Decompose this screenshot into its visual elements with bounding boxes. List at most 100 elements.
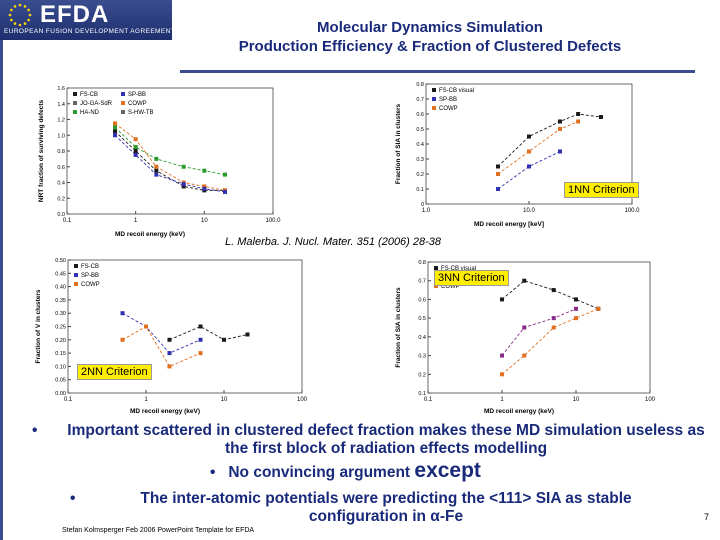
data-point <box>551 288 556 293</box>
chart-sia-1nn: 0 0.1 0.2 0.3 0.4 0.5 0.6 0.7 0.8 1.0 10.0 100.0 MD … <box>392 80 662 230</box>
data-point <box>527 164 531 169</box>
data-point <box>202 168 207 173</box>
logo-subtitle: EUROPEAN FUSION DEVELOPMENT AGREEMENT <box>4 28 176 35</box>
slide-title: Molecular Dynamics Simulation Production… <box>160 18 700 56</box>
criterion-2nn: 2NN Criterion <box>77 364 152 380</box>
y-tick-label: 0.6 <box>416 112 424 118</box>
data-point <box>500 353 504 358</box>
y-tick-label: 0.1 <box>418 391 426 397</box>
bullet-1: • Important scattered in clustered defec… <box>32 422 712 458</box>
data-point <box>522 278 527 283</box>
bullet-1-text: Important scattered in clustered defect … <box>67 422 705 457</box>
series-line <box>497 121 579 175</box>
data-point <box>574 316 578 321</box>
data-point <box>181 182 186 187</box>
legend-marker <box>121 110 125 114</box>
series-line <box>501 280 599 310</box>
y-tick-label: 0.5 <box>418 316 426 322</box>
chart-sia-3nn: 0.1 0.2 0.3 0.4 0.5 0.6 0.7 0.8 0.1 1 10 100 MD reco… <box>392 252 662 417</box>
data-point <box>527 149 531 154</box>
y-tick-label: 0.4 <box>57 181 65 187</box>
data-point <box>495 172 500 176</box>
data-point <box>576 119 581 124</box>
legend-marker <box>121 92 125 96</box>
x-axis-label: MD recoil energy (keV) <box>115 231 185 238</box>
bullet-marker: • <box>210 464 225 481</box>
footer-text: Stefan Kolmsperger Feb 2006 PowerPoint T… <box>62 527 255 534</box>
legend-marker <box>434 266 438 270</box>
data-point <box>198 351 203 356</box>
data-point <box>202 184 207 189</box>
chart-vacancy-2nn: 0.00 0.05 0.10 0.15 0.20 0.25 0.30 0.35 0.40 0.45… <box>32 252 312 417</box>
series-line <box>114 134 226 193</box>
data-point <box>154 156 159 161</box>
legend-marker <box>432 106 436 110</box>
x-tick-label: 0.1 <box>64 397 73 403</box>
data-point <box>120 311 125 316</box>
y-tick-label: 0.05 <box>55 378 66 384</box>
data-point <box>574 297 578 302</box>
data-point <box>154 168 159 173</box>
data-point <box>181 184 186 189</box>
bullet-marker: • <box>32 422 38 439</box>
data-point <box>133 152 138 157</box>
data-point <box>558 149 563 154</box>
data-point <box>144 324 148 329</box>
y-tick-label: 1.0 <box>57 133 65 139</box>
legend-marker <box>74 273 78 277</box>
y-tick-label: 0.2 <box>416 172 424 178</box>
x-tick-label: 1 <box>134 218 138 224</box>
legend-marker <box>434 284 438 288</box>
y-axis-label: Fraction of SIA in clusters <box>395 287 402 368</box>
y-tick-label: 0.4 <box>416 142 424 148</box>
y-tick-label: 0.45 <box>55 271 66 277</box>
title-divider <box>180 70 695 73</box>
y-tick-label: 0.5 <box>416 127 424 133</box>
legend-label: FS-CB visual <box>439 88 474 94</box>
bullet-3-text: The inter-atomic potentials were predict… <box>140 490 632 525</box>
x-tick-label: 100.0 <box>265 218 281 224</box>
plot-frame <box>66 87 274 215</box>
bullet-marker: • <box>70 490 76 507</box>
data-point <box>133 149 138 153</box>
y-tick-label: 0.15 <box>55 351 66 357</box>
legend-marker <box>121 101 125 105</box>
y-axis-label: Fraction of SIA in clusters <box>395 103 402 184</box>
x-tick-label: 1 <box>500 397 504 403</box>
data-point <box>112 125 117 130</box>
legend-marker <box>74 282 78 286</box>
header: EFDA EUROPEAN FUSION DEVELOPMENT AGREEME… <box>0 0 720 40</box>
legend-marker <box>73 101 77 105</box>
title-line-2: Production Efficiency & Fraction of Clus… <box>238 38 622 55</box>
legend-label: S-HW-TB <box>128 110 154 116</box>
y-tick-label: 0.40 <box>55 285 66 291</box>
data-point <box>222 337 226 342</box>
page-number: 7 <box>704 512 710 522</box>
data-point <box>167 351 172 356</box>
y-tick-label: 0.7 <box>418 279 426 285</box>
y-tick-label: 0 <box>421 202 424 208</box>
y-tick-label: 0.25 <box>55 325 66 331</box>
legend-label: FS-CB <box>81 264 99 270</box>
logo-name: EFDA <box>40 1 110 28</box>
x-tick-label: 10 <box>201 218 208 224</box>
data-point <box>527 134 531 139</box>
data-point <box>154 172 159 177</box>
series-line <box>114 127 226 176</box>
legend-marker <box>73 92 77 96</box>
data-point <box>576 112 581 116</box>
y-tick-label: 0.0 <box>57 212 65 218</box>
y-tick-label: 1.2 <box>57 118 65 124</box>
data-point <box>202 186 207 191</box>
data-point <box>223 172 228 177</box>
criterion-1nn: 1NN Criterion <box>564 182 639 198</box>
x-tick-label: 1 <box>144 397 148 403</box>
data-point <box>112 133 117 138</box>
series-line <box>497 151 561 190</box>
data-point <box>198 324 203 329</box>
bullet-2: • No convincing argument except <box>210 460 481 482</box>
y-tick-label: 0.2 <box>418 372 426 378</box>
data-point <box>500 297 504 302</box>
x-tick-label: 10 <box>573 397 580 403</box>
chart-svg: 0.0 0.2 0.4 0.6 0.8 1.0 1.2 1.4 1.6 0.1 1 10 100.0 MD… <box>38 86 281 238</box>
